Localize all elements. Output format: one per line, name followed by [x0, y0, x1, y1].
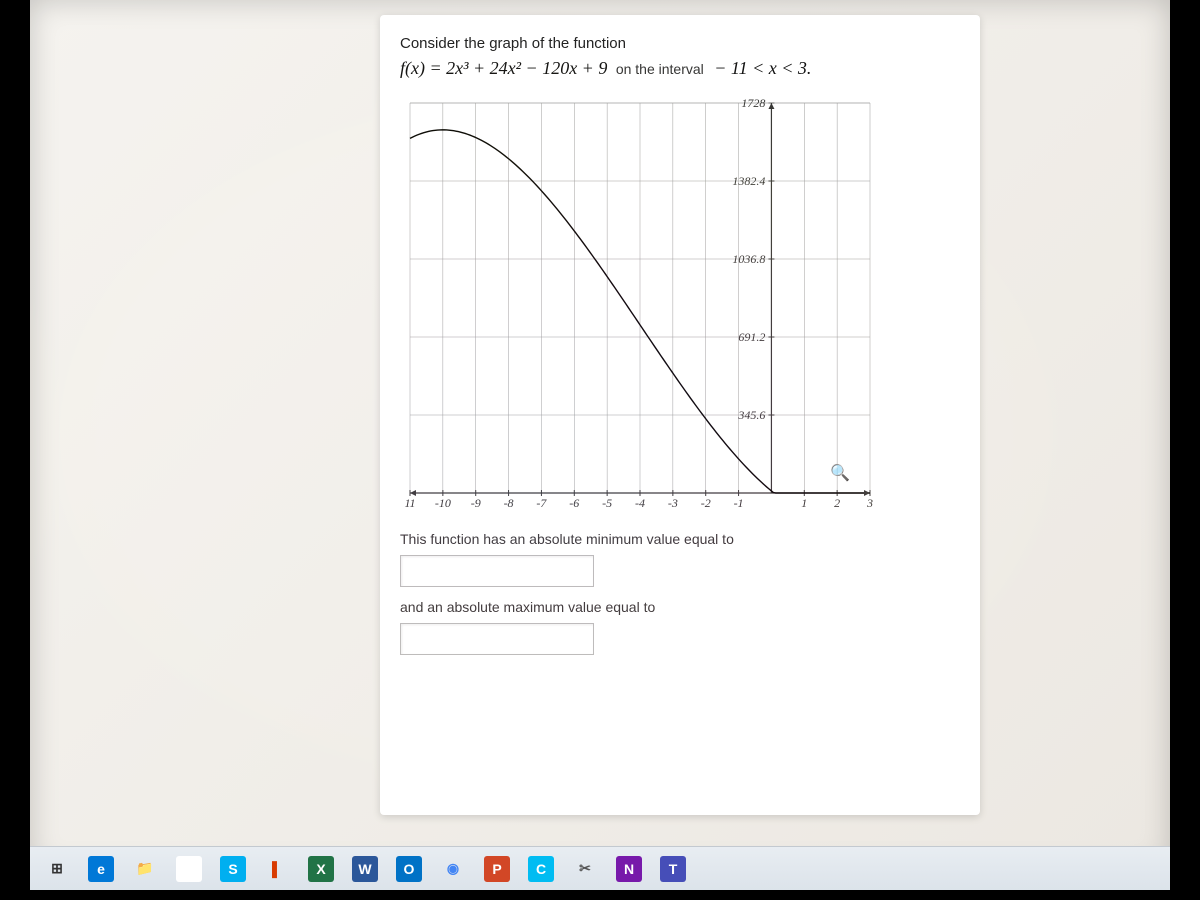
answer-min-input[interactable]	[400, 555, 594, 587]
excel-icon[interactable]: X	[302, 852, 340, 886]
svg-text:2: 2	[834, 496, 840, 510]
svg-text:691.2: 691.2	[738, 330, 765, 344]
chrome-icon[interactable]: ◉	[434, 852, 472, 886]
svg-text:-2: -2	[701, 496, 711, 510]
office-icon[interactable]: ▌	[258, 852, 296, 886]
file-explorer-icon[interactable]: 📁	[126, 852, 164, 886]
problem-panel: Consider the graph of the function f(x) …	[380, 15, 980, 815]
edge-icon[interactable]: e	[82, 852, 120, 886]
monitor-frame: Consider the graph of the function f(x) …	[0, 0, 1200, 900]
question-min: This function has an absolute minimum va…	[400, 531, 960, 547]
teams-icon[interactable]: T	[654, 852, 692, 886]
svg-text:-6: -6	[569, 496, 579, 510]
zoom-icon[interactable]: 🔍	[830, 463, 850, 483]
svg-text:1: 1	[801, 496, 807, 510]
svg-text:-4: -4	[635, 496, 645, 510]
question-max: and an absolute maximum value equal to	[400, 599, 960, 615]
formula-rhs: 2x³ + 24x² − 120x + 9	[446, 58, 607, 78]
svg-text:345.6: 345.6	[737, 408, 765, 422]
start-icon[interactable]: ⊞	[38, 852, 76, 886]
formula-lhs: f(x) =	[400, 58, 446, 78]
svg-text:-8: -8	[504, 496, 514, 510]
svg-text:-7: -7	[536, 496, 547, 510]
interval-text: on the interval	[616, 61, 704, 77]
store-icon[interactable]: 🛍	[170, 852, 208, 886]
word-icon[interactable]: W	[346, 852, 384, 886]
outlook-icon[interactable]: O	[390, 852, 428, 886]
answer-max-input[interactable]	[400, 623, 594, 655]
prompt-text: Consider the graph of the function	[400, 35, 960, 52]
chart-svg: 11 -10 -9 -8 -7 -6 -5 -4 -3 -2 -1 1 2 3 345.6 691.2 1036…	[400, 93, 880, 513]
function-chart: 11 -10 -9 -8 -7 -6 -5 -4 -3 -2 -1 1 2 3 345.6 691.2 1036…	[400, 93, 880, 513]
interval-math: − 11 < x < 3.	[714, 58, 811, 78]
svg-text:-9: -9	[471, 496, 481, 510]
svg-text:1036.8: 1036.8	[732, 252, 765, 266]
svg-text:3: 3	[866, 496, 873, 510]
svg-text:-3: -3	[668, 496, 678, 510]
skype-icon[interactable]: S	[214, 852, 252, 886]
screen-area: Consider the graph of the function f(x) …	[30, 0, 1170, 870]
svg-text:-5: -5	[602, 496, 612, 510]
svg-text:1382.4: 1382.4	[732, 174, 765, 188]
snip-icon[interactable]: ✂	[566, 852, 604, 886]
cortana-icon[interactable]: C	[522, 852, 560, 886]
powerpoint-icon[interactable]: P	[478, 852, 516, 886]
taskbar-items: ⊞e📁🛍S▌XWO◉PC✂NT	[38, 852, 692, 886]
svg-text:-1: -1	[734, 496, 744, 510]
svg-text:1728: 1728	[741, 96, 765, 110]
onenote-icon[interactable]: N	[610, 852, 648, 886]
formula-line: f(x) = 2x³ + 24x² − 120x + 9 on the inte…	[400, 58, 960, 79]
taskbar: ⊞e📁🛍S▌XWO◉PC✂NT	[30, 846, 1170, 890]
svg-text:11: 11	[404, 496, 415, 510]
svg-text:-10: -10	[435, 496, 451, 510]
